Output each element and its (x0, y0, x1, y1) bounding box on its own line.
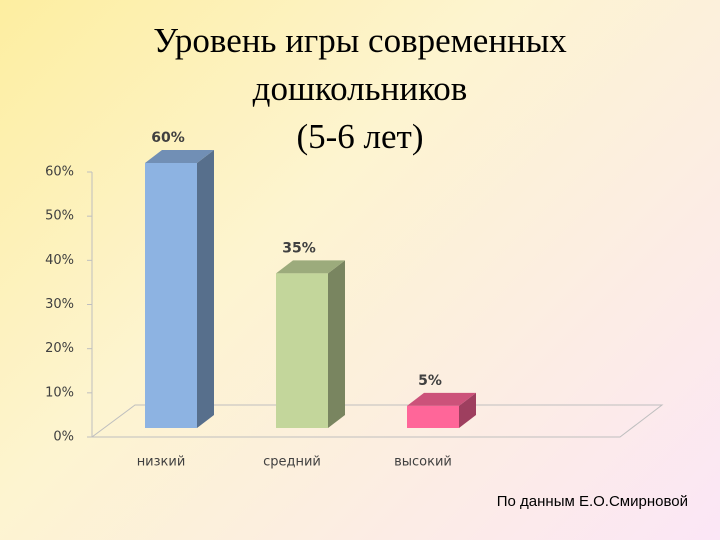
y-tick-label: 40% (45, 253, 74, 268)
x-tick-label: средний (263, 455, 321, 470)
y-tick-label: 0% (53, 430, 74, 445)
source-note: По данным Е.О.Смирновой (497, 493, 688, 510)
y-tick-label: 30% (45, 297, 74, 312)
bar (276, 273, 328, 428)
x-tick-label: высокий (394, 455, 452, 470)
y-tick-label: 10% (45, 385, 74, 400)
value-label: 35% (282, 240, 316, 256)
bar-top (145, 150, 214, 163)
bar-side (459, 392, 476, 428)
bar-side (197, 150, 214, 428)
value-label: 5% (418, 373, 442, 389)
chart-title: дошкольников (253, 69, 468, 108)
bar (145, 163, 197, 428)
y-tick-label: 50% (45, 209, 74, 224)
bar-top (407, 392, 476, 406)
x-tick-label: низкий (137, 455, 186, 470)
y-tick-label: 60% (45, 165, 74, 180)
bar (407, 405, 459, 428)
value-label: 60% (151, 130, 185, 146)
chart-title: (5-6 лет) (296, 117, 423, 156)
bar-side (328, 260, 345, 428)
chart-title: Уровень игры современных (153, 21, 567, 60)
bar-top (276, 260, 345, 274)
y-tick-label: 20% (45, 341, 74, 356)
floor (90, 404, 664, 438)
